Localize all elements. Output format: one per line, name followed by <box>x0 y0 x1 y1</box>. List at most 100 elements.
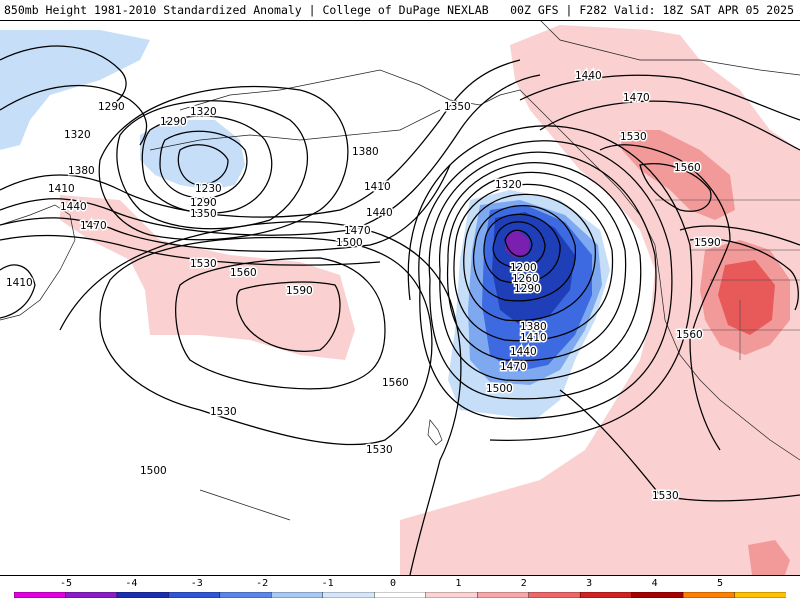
contour-label: 1440 <box>510 346 537 358</box>
contour-label: 1590 <box>694 237 721 249</box>
contour-label: 1530 <box>652 490 679 502</box>
colorbar-segment <box>219 592 273 598</box>
contour-1320-north <box>0 84 148 146</box>
colorbar-tick-label: -1 <box>321 578 334 589</box>
anomaly-neg1-aleutian-west <box>0 30 150 150</box>
contour-label: 1230 <box>195 183 222 195</box>
contour-label: 1470 <box>80 220 107 232</box>
colorbar-tick-label: -2 <box>256 578 269 589</box>
colorbar-tick-label: -5 <box>59 578 73 589</box>
contour-1200-gulf-low <box>504 229 533 257</box>
contour-label: 1290 <box>160 116 187 128</box>
contour-label: 1560 <box>676 329 703 341</box>
contour-1470-canada <box>539 100 800 151</box>
contour-label: 1380 <box>352 146 379 158</box>
colorbar-segment <box>425 592 478 598</box>
colorbar-tick-label: 1 <box>455 578 462 589</box>
colorbar-strip <box>14 592 786 598</box>
colorbar-segment <box>322 592 375 598</box>
contour-1410 <box>0 74 541 236</box>
contour-label: 1530 <box>620 131 647 143</box>
contour-1410-west <box>0 264 36 319</box>
colorbar-segment <box>374 592 427 598</box>
contour-label: 1380 <box>520 321 547 333</box>
colorbar-segment <box>734 592 786 598</box>
contour-label: 1290 <box>190 197 217 209</box>
contour-1470 <box>0 234 381 266</box>
anomaly-pos3-southwest <box>718 260 775 335</box>
contour-label: 1410 <box>520 332 547 344</box>
contour-label: 1530 <box>366 444 393 456</box>
contour-label: 1260 <box>512 273 539 285</box>
contour-1590-central-high <box>236 281 341 352</box>
contour-1440-canada <box>519 74 800 121</box>
contour-1500-gulf-low <box>407 125 693 441</box>
contour-label: 1500 <box>336 237 363 249</box>
contour-1350-gulf-low <box>453 183 614 342</box>
colorbar-tick-label: 0 <box>389 578 397 589</box>
contour-1530-central-high <box>99 236 433 446</box>
contour-1560-canada <box>639 163 712 212</box>
contour-label: 1290 <box>98 101 125 113</box>
contour-label: 1500 <box>140 465 167 477</box>
contour-1320-aleutian-low <box>116 100 309 230</box>
colorbar-segment <box>271 592 324 598</box>
map-canvas: 1290 1320 1290 1320 1380 1410 1440 1470 … <box>0 20 800 575</box>
contour-label: 1470 <box>344 225 371 237</box>
contour-label-layer: 1290 1320 1290 1320 1380 1410 1440 1470 … <box>5 69 723 504</box>
contour-label: 1530 <box>190 258 217 270</box>
colorbar-segment <box>477 592 530 598</box>
contour-label: 1530 <box>210 406 237 418</box>
anomaly-pos2-canada <box>620 130 735 220</box>
contour-label: 1500 <box>486 383 513 395</box>
contour-label: 1320 <box>190 106 217 118</box>
contour-label: 1410 <box>48 183 75 195</box>
contour-label: 1320 <box>64 129 91 141</box>
colorbar-segment <box>65 592 118 598</box>
contour-label: 1380 <box>68 165 95 177</box>
map-header: 850mb Height 1981-2010 Standardized Anom… <box>0 0 800 21</box>
colorbar-tick-label: 5 <box>716 578 724 589</box>
political-borders <box>655 199 800 360</box>
contour-label: 1440 <box>60 201 87 213</box>
contour-1230-aleutian-low <box>177 144 229 186</box>
contour-label: 1590 <box>286 285 313 297</box>
contour-1260-aleutian-low <box>159 130 248 199</box>
contour-1440-gulf-low <box>428 151 657 400</box>
contour-label: 1560 <box>674 162 701 174</box>
contour-1560-central-high <box>175 257 386 390</box>
colorbar-segment <box>528 592 581 598</box>
contour-label: 1470 <box>500 361 527 373</box>
anomaly-map[interactable]: 1290 1320 1290 1320 1380 1410 1440 1470 … <box>0 20 800 576</box>
contour-1230-gulf-low <box>492 221 546 269</box>
contour-1440 <box>0 164 451 252</box>
contour-1410-gulf-low <box>439 162 642 382</box>
contour-label: 1470 <box>623 92 650 104</box>
colorbar-tick-label: -4 <box>125 578 138 589</box>
colorbar-tick-label: 2 <box>520 578 527 589</box>
anomaly-neg5-gulf-low-core <box>505 230 530 258</box>
colorbar-segment <box>116 592 170 598</box>
contour-label: 1290 <box>514 283 541 295</box>
colorbar-tick-label: 4 <box>651 578 658 589</box>
contour-label: 1350 <box>190 208 217 220</box>
colorbar-segment <box>682 592 736 598</box>
contour-label: 1440 <box>366 207 393 219</box>
colorbar-segment <box>579 592 633 598</box>
contour-1320-gulf-low <box>463 193 596 322</box>
contour-1530-west <box>599 144 731 451</box>
coastlines <box>0 20 800 521</box>
product-title: 850mb Height 1981-2010 Standardized Anom… <box>4 3 489 17</box>
contour-1380 <box>0 59 521 218</box>
contour-1590-southwest <box>689 238 799 311</box>
contour-1290-aleutian-low <box>141 115 273 214</box>
contour-label: 1410 <box>6 277 33 289</box>
contour-label: 1560 <box>382 377 409 389</box>
anomaly-colorbar: -5 -4 -3 -2 -1 0 1 2 3 4 5 <box>0 576 800 600</box>
contour-label: 1560 <box>230 267 257 279</box>
contour-1470-gulf-low <box>418 140 673 420</box>
contour-1290-north <box>0 45 127 111</box>
height-contours <box>0 45 800 575</box>
contour-1500-central <box>59 221 462 575</box>
negative-anomaly-shading <box>0 30 610 420</box>
